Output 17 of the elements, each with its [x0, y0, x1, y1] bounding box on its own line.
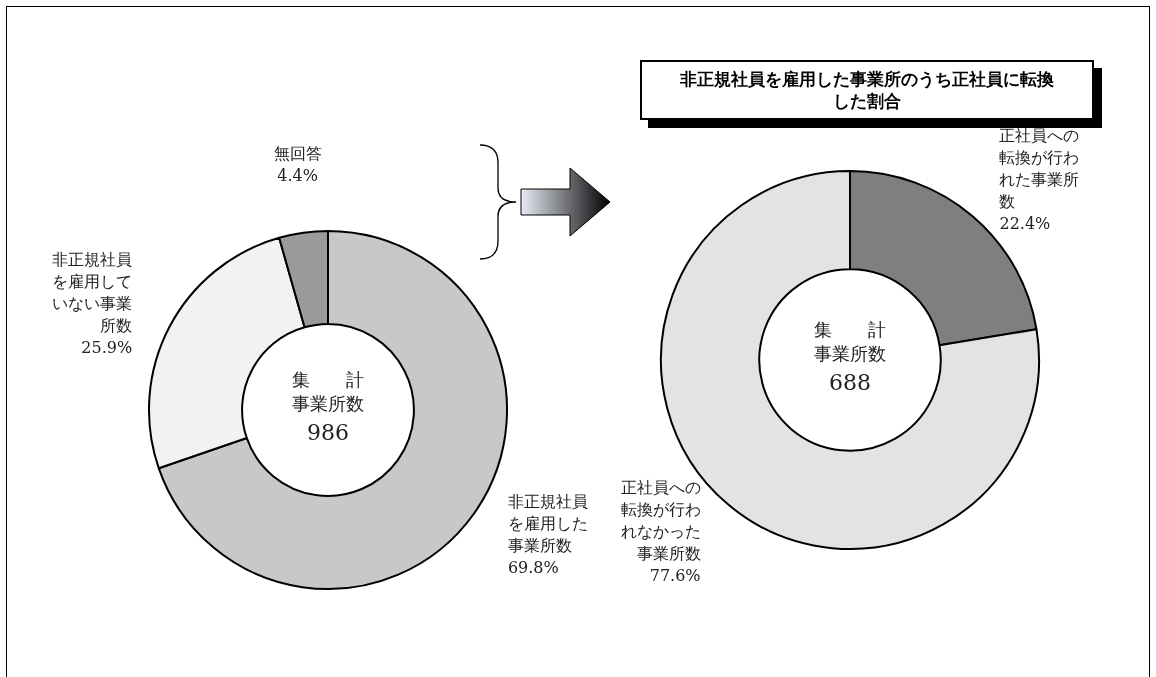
data-label: 4.4%: [277, 166, 318, 186]
data-label: 69.8%: [507, 557, 559, 577]
slice-label: 無回答: [273, 144, 322, 164]
text: 688: [829, 369, 871, 395]
slice-label: 非正規社員を雇用していない事業所数: [52, 249, 133, 335]
text: 事業所数: [814, 342, 886, 364]
slice-label: 正社員への転換が行われた事業所数: [999, 126, 1080, 212]
slice-label: 非正規社員を雇用した事業所数: [507, 491, 588, 555]
chart-title: 非正規社員を雇用した事業所のうち正社員に転換した割合: [640, 60, 1094, 120]
data-label: 25.9%: [81, 337, 133, 357]
text: 集 計: [814, 318, 886, 340]
text: 事業所数: [292, 392, 364, 414]
text: 986: [307, 419, 349, 445]
data-label: 77.6%: [649, 566, 701, 586]
text: 集 計: [292, 368, 364, 390]
slice-label: 正社員への転換が行われなかった事業所数: [620, 478, 701, 564]
data-label: 22.4%: [999, 214, 1051, 234]
